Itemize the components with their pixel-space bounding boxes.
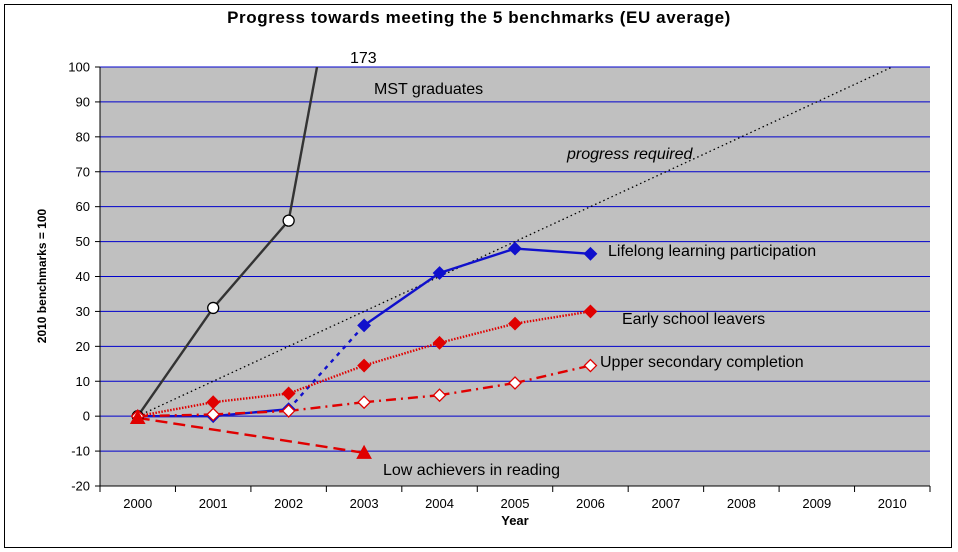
y-tick-label: 0 [83,409,90,424]
upper-secondary-label: Upper secondary completion [600,354,804,371]
x-tick-label: 2007 [651,496,680,511]
y-tick-label: 90 [76,94,90,109]
series-line-4-seg-4 [439,381,516,397]
x-tick-label: 2001 [199,496,228,511]
y-tick-label: -20 [71,479,90,494]
x-tick-label: 2005 [501,496,530,511]
x-tick-label: 2008 [727,496,756,511]
series-line-2-seg-2 [287,324,365,410]
x-tick-label: 2003 [350,496,379,511]
data-point-5-2003 [356,444,372,459]
early-school-leavers-label: Early school leavers [622,311,765,328]
data-point-3-2005 [508,316,522,331]
data-point-0-2002 [282,214,295,227]
y-tick-label: 20 [76,339,90,354]
data-point-5-2000 [129,409,146,425]
y-tick-label: -10 [71,444,90,459]
series-line-0-seg-2 [287,67,319,221]
data-point-4-2001 [206,407,221,422]
y-tick-label: 50 [76,234,90,249]
markers-layer [129,214,598,459]
data-point-3-2002 [281,386,296,401]
series-layer [136,67,893,455]
x-tick-label: 2000 [123,496,152,511]
axes [95,66,931,492]
x-tick-label: 2004 [425,496,454,511]
data-point-3-2003 [357,358,372,373]
y-tick-label: 30 [76,304,90,319]
data-point-2-2003 [357,318,372,333]
series-line-3-seg-3 [363,341,440,367]
series-line-3-seg-2 [288,364,365,395]
data-point-2-2006 [583,246,598,261]
series-line-0-seg-1 [212,219,290,309]
x-axis-label: Year [501,513,528,528]
series-line-4-seg-2 [288,401,365,413]
series-line-3-seg-5 [514,310,591,325]
chart-title: Progress towards meeting the 5 benchmark… [227,8,731,27]
series-line-2-seg-4 [439,247,516,275]
series-line-4-seg-3 [363,394,440,404]
series-line-4-seg-0 [137,413,214,418]
progress-required-label: progress required [566,146,694,163]
y-tick-label: 60 [76,199,90,214]
series-line-2-seg-5 [514,247,591,256]
tick-labels: -20 -10 0 10 20 30 40 50 60 70 80 90 100 2000 2001 2002… [68,60,906,512]
series-line-2-seg-3 [363,272,441,327]
data-point-0-2001 [207,301,220,315]
low-achievers-label: Low achievers in reading [383,462,560,479]
data-point-3-2006 [583,304,598,319]
data-point-4-2005 [508,376,522,390]
data-point-4-2004 [432,388,447,403]
y-tick-label: 40 [76,269,90,284]
y-tick-label: 10 [76,374,90,389]
gridlines [100,66,930,452]
mst-graduates-label: MST graduates [374,81,483,98]
data-point-4-2003 [357,395,372,410]
lifelong-learning-label: Lifelong learning participation [608,243,816,260]
series-line-0-seg-0 [136,307,215,417]
x-tick-label: 2002 [274,496,303,511]
series-line-4-seg-1 [213,409,289,416]
series-line-4-seg-5 [514,364,591,385]
series-line-3-seg-0 [137,401,214,418]
y-tick-label: 100 [68,60,90,75]
data-point-4-2006 [583,358,598,373]
y-axis-label: 2010 benchmarks = 100 [35,208,49,343]
series-line-3-seg-4 [439,322,516,345]
x-tick-label: 2010 [878,496,907,511]
data-point-3-2004 [432,335,447,350]
series-line-5-seg-0 [137,416,365,455]
x-tick-label: 2009 [802,496,831,511]
x-tick-label: 2006 [576,496,605,511]
mst-value-label: 173 [350,50,377,67]
data-point-2-2004 [432,266,447,280]
y-tick-label: 70 [76,164,90,179]
series-line-3-seg-1 [213,392,289,404]
y-tick-label: 80 [76,129,90,144]
data-point-4-2002 [281,404,296,418]
data-point-2-2005 [508,241,522,256]
